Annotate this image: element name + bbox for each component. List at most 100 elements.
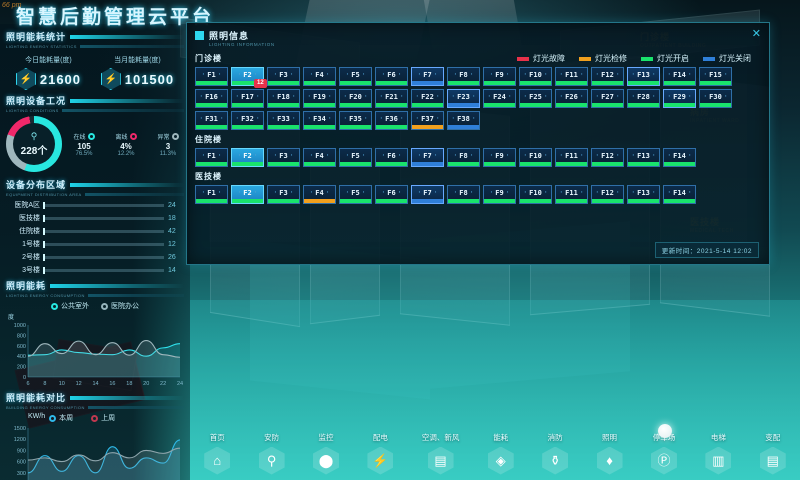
floor-cell[interactable]: · F4 ·: [303, 148, 336, 167]
tick-icon: ·: [417, 189, 422, 196]
floor-cell[interactable]: · F5 ·: [339, 67, 372, 86]
floor-cell[interactable]: · F5 ·: [339, 185, 372, 204]
energy-icon[interactable]: ◈: [487, 446, 514, 475]
fire-icon[interactable]: ⚱: [542, 446, 569, 475]
distribution-row: 医院A区 24: [6, 200, 184, 210]
floor-cell[interactable]: · F35 ·: [339, 111, 372, 130]
floor-cell[interactable]: · F22 ·: [411, 89, 444, 108]
floor-cell[interactable]: · F3 ·: [267, 67, 300, 86]
floor-cell[interactable]: · F32 ·: [231, 111, 264, 130]
floor-cell[interactable]: · F21 ·: [375, 89, 408, 108]
floor-status-bar: [556, 199, 587, 203]
floor-cell[interactable]: · F25 ·: [519, 89, 552, 108]
floor-cell[interactable]: · F33 ·: [267, 111, 300, 130]
floor-status-bar: [556, 162, 587, 166]
floor-cell[interactable]: · F5 ·: [339, 148, 372, 167]
floor-cell[interactable]: · F9 ·: [483, 185, 516, 204]
camera-icon[interactable]: ⚲: [258, 446, 285, 475]
floor-cell[interactable]: · F9 ·: [483, 148, 516, 167]
nav-item-hvac[interactable]: 空调、新风 ▤: [422, 432, 459, 475]
floor-cell[interactable]: · F11 ·: [555, 148, 588, 167]
floor-cell[interactable]: · F24 ·: [483, 89, 516, 108]
lamp-icon[interactable]: ♦: [596, 446, 623, 475]
floor-cell[interactable]: · F7 ·: [411, 185, 444, 204]
floor-cell[interactable]: · F38 ·: [447, 111, 480, 130]
floor-cell[interactable]: · F14 ·: [663, 148, 696, 167]
close-icon[interactable]: ✕: [751, 28, 761, 40]
floor-cell[interactable]: · F29 ·: [663, 89, 696, 108]
nav-item-transformer[interactable]: 变配 ▤: [759, 432, 786, 475]
floor-cell[interactable]: · F37 ·: [411, 111, 444, 130]
floor-cell[interactable]: · F10 ·: [519, 185, 552, 204]
nav-item-fire[interactable]: 消防 ⚱: [542, 432, 569, 475]
floor-cell[interactable]: · F6 ·: [375, 148, 408, 167]
floor-cell[interactable]: · F1 ·: [195, 67, 228, 86]
floor-cell[interactable]: · F15 ·: [699, 67, 732, 86]
floor-cell-label: · F3 ·: [268, 186, 299, 199]
floor-cell[interactable]: · F11 ·: [555, 185, 588, 204]
floor-cell[interactable]: · F6 ·: [375, 67, 408, 86]
floor-cell[interactable]: · F8 ·: [447, 148, 480, 167]
floor-cell[interactable]: · F1 ·: [195, 185, 228, 204]
parking-icon[interactable]: Ⓟ: [650, 446, 677, 475]
floor-cell[interactable]: · F36 ·: [375, 111, 408, 130]
floor-cell[interactable]: · F13 ·: [627, 148, 660, 167]
floor-cell[interactable]: · F9 ·: [483, 67, 516, 86]
hvac-icon[interactable]: ▤: [427, 446, 454, 475]
floor-cell[interactable]: · F3 ·: [267, 148, 300, 167]
floor-cell[interactable]: · F2 · 12: [231, 67, 267, 88]
floor-cell[interactable]: · F31 ·: [195, 111, 228, 130]
floor-cell[interactable]: · F12 ·: [591, 148, 624, 167]
floor-id: F5: [351, 188, 360, 197]
floor-cell[interactable]: · F2 ·: [231, 148, 264, 167]
floor-cell[interactable]: · F6 ·: [375, 185, 408, 204]
nav-item-elevator[interactable]: 电梯 ▥: [705, 432, 732, 475]
floor-cell[interactable]: · F30 ·: [699, 89, 732, 108]
bolt-icon[interactable]: ⚡: [367, 446, 394, 475]
tick-icon: ·: [273, 189, 278, 196]
floor-cell[interactable]: · F20 ·: [339, 89, 372, 108]
floor-cell[interactable]: · F1 ·: [195, 148, 228, 167]
floor-cell[interactable]: · F10 ·: [519, 148, 552, 167]
nav-item-energy[interactable]: 能耗 ◈: [487, 432, 514, 475]
floor-cell[interactable]: · F2 ·: [231, 185, 264, 204]
distribution-value: 26: [168, 253, 176, 261]
tick-icon: ·: [217, 152, 222, 159]
floor-cell[interactable]: · F7 ·: [411, 67, 444, 86]
home-icon[interactable]: ⌂: [204, 446, 231, 475]
floor-cell[interactable]: · F4 ·: [303, 67, 336, 86]
floor-cell[interactable]: · F23 ·: [447, 89, 480, 108]
floor-cell[interactable]: · F12 ·: [591, 185, 624, 204]
floor-cell[interactable]: · F7 ·: [411, 148, 444, 167]
floor-cell[interactable]: · F27 ·: [591, 89, 624, 108]
nav-item-lamp[interactable]: 照明 ♦: [596, 432, 623, 475]
floor-cell[interactable]: · F12 ·: [591, 67, 624, 86]
floor-cell[interactable]: · F17 ·: [231, 89, 264, 108]
elevator-icon[interactable]: ▥: [705, 446, 732, 475]
floor-cell[interactable]: · F4 ·: [303, 185, 336, 204]
floor-cell[interactable]: · F16 ·: [195, 89, 228, 108]
transformer-icon[interactable]: ▤: [759, 446, 786, 475]
floor-cell[interactable]: · F28 ·: [627, 89, 660, 108]
floor-cell[interactable]: · F10 ·: [519, 67, 552, 86]
floor-cell[interactable]: · F11 ·: [555, 67, 588, 86]
floor-cell[interactable]: · F13 ·: [627, 67, 660, 86]
floor-cell[interactable]: · F14 ·: [663, 185, 696, 204]
floor-cell[interactable]: · F3 ·: [267, 185, 300, 204]
floor-cell[interactable]: · F18 ·: [267, 89, 300, 108]
floor-id: F1: [207, 70, 216, 79]
floor-cell[interactable]: · F19 ·: [303, 89, 336, 108]
floor-cell[interactable]: · F26 ·: [555, 89, 588, 108]
floor-cell-label: · F1 ·: [196, 68, 227, 81]
nav-item-camera[interactable]: 安防 ⚲: [258, 432, 285, 475]
floor-cell[interactable]: · F13 ·: [627, 185, 660, 204]
floor-status-bar: [700, 81, 731, 85]
nav-item-bolt[interactable]: 配电 ⚡: [367, 432, 394, 475]
monitor-icon[interactable]: ⬤: [313, 446, 340, 475]
floor-cell[interactable]: · F8 ·: [447, 185, 480, 204]
nav-item-home[interactable]: 首页 ⌂: [204, 432, 231, 475]
floor-cell[interactable]: · F14 ·: [663, 67, 696, 86]
floor-cell[interactable]: · F34 ·: [303, 111, 336, 130]
floor-cell[interactable]: · F8 ·: [447, 67, 480, 86]
nav-item-monitor[interactable]: 监控 ⬤: [313, 432, 340, 475]
